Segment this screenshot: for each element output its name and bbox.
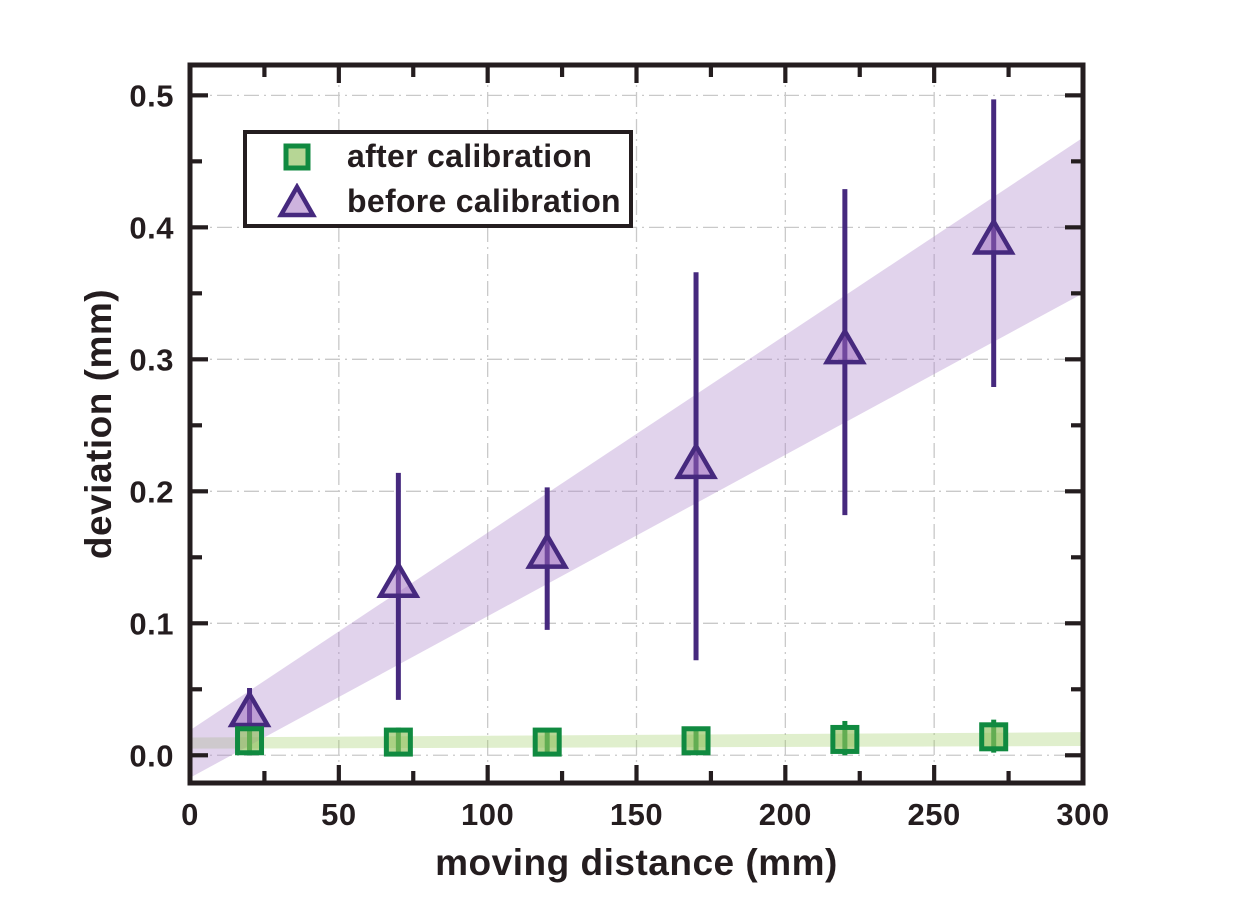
marker-square (830, 724, 860, 754)
marker-triangle (376, 560, 421, 598)
marker-triangle (525, 531, 570, 569)
y-tick-label: 0.0 (129, 738, 174, 773)
marker-triangle (674, 441, 718, 480)
x-tick-label: 150 (610, 797, 663, 832)
triangle-marker-icon (247, 183, 347, 219)
square-marker-icon (247, 140, 347, 174)
marker-square (532, 727, 562, 757)
legend-item-after-calibration: after calibration (247, 135, 629, 179)
legend-label-before-calibration: before calibration (347, 182, 621, 219)
legend-label-after-calibration: after calibration (347, 138, 593, 175)
marker-triangle (822, 326, 867, 365)
y-tick-label: 0.3 (129, 342, 174, 377)
marker-square (681, 726, 711, 756)
x-tick-label: 0 (181, 797, 199, 832)
x-tick-label: 50 (321, 797, 356, 832)
x-tick-label: 200 (759, 797, 812, 832)
marker-square (979, 722, 1009, 752)
y-tick-label: 0.2 (129, 474, 174, 509)
y-tick-label: 0.4 (129, 210, 174, 245)
y-tick-label: 0.1 (129, 606, 174, 641)
legend: after calibration before calibration (243, 130, 633, 228)
legend-item-before-calibration: before calibration (247, 179, 629, 223)
x-tick-label: 300 (1056, 797, 1109, 832)
fit-band (190, 732, 1083, 749)
plot-frame (187, 62, 1086, 786)
marker-square (383, 727, 413, 757)
fit-band (190, 137, 1083, 778)
x-tick-label: 250 (908, 797, 961, 832)
y-tick-label: 0.5 (129, 78, 174, 113)
marker-square (235, 726, 265, 756)
x-tick-label: 100 (461, 797, 514, 832)
marker-triangle (971, 217, 1016, 255)
marker-triangle (227, 689, 272, 728)
x-axis-label: moving distance (mm) (435, 842, 838, 883)
y-axis-label: deviation (mm) (78, 288, 119, 560)
